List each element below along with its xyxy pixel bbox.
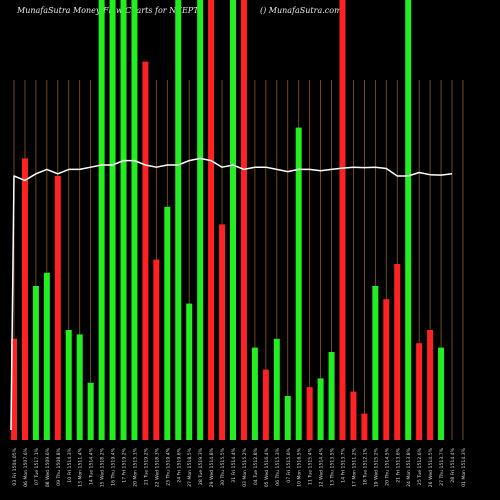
money-flow-bar <box>251 347 258 440</box>
x-tick-label: 13 Mon 1511.4% <box>78 447 84 487</box>
money-flow-bar <box>427 330 434 440</box>
money-flow-bar <box>87 382 94 440</box>
money-flow-bar <box>284 396 291 440</box>
money-flow-bar <box>43 272 50 440</box>
price-line <box>10 157 453 431</box>
money-flow-bar <box>65 330 72 440</box>
money-flow-bar <box>339 0 346 440</box>
money-flow-bar <box>142 61 149 440</box>
money-flow-bar <box>164 206 171 440</box>
chart-header-title: MunafaSutra Money Flow Charts for NEEPT <box>17 6 199 15</box>
x-tick-label: 23 Thu 1519.4% <box>165 447 171 485</box>
x-tick-label: 26 Wed 1514.5% <box>428 447 434 487</box>
x-tick-label: 10 Mon 1516.5% <box>297 447 303 487</box>
money-flow-bar <box>32 286 39 440</box>
x-tick-label: 08 Wed 1509.6% <box>45 447 51 487</box>
money-flow-bar <box>273 338 280 440</box>
x-tick-label: 20 Mon 1515.1% <box>132 447 138 487</box>
money-flow-bar <box>76 334 83 440</box>
x-tick-label: 03 Mon 1515.2% <box>242 447 248 487</box>
x-tick-label: 30 Thu 1515.5% <box>220 447 226 485</box>
x-tick-label: 28 Fri 1514.4% <box>450 447 456 482</box>
x-tick-label: 04 Tue 1512.8% <box>253 447 259 485</box>
x-tick-label: 27 Mon 1518.5% <box>187 447 193 487</box>
x-tick-label: 11 Tue 1515.4% <box>308 447 314 485</box>
line-layer <box>10 157 453 431</box>
money-flow-bar <box>230 0 236 440</box>
money-flow-bar <box>11 338 17 440</box>
money-flow-bar <box>361 413 368 440</box>
money-flow-bar <box>120 0 127 440</box>
x-tick-label: 22 Wed 1518.3% <box>154 447 160 487</box>
x-tick-label: 21 Fri 1513.6% <box>395 447 401 482</box>
x-tick-label: 13 Thu 1513.5% <box>330 447 336 485</box>
money-flow-bar <box>383 299 390 440</box>
x-tick-label: 28 Tue 1519.3% <box>198 447 204 485</box>
money-flow-bar <box>405 0 412 440</box>
money-flow-bar <box>416 343 423 440</box>
x-tick-label: 27 Thu 1513.7% <box>439 447 445 485</box>
money-flow-bar <box>394 264 401 440</box>
money-flow-bar <box>153 259 160 440</box>
x-tick-label: 19 Wed 1515.2% <box>373 447 379 487</box>
x-tick-label: 17 Fri 1519.2% <box>122 447 128 482</box>
x-tick-label: 10 Fri 1514.3% <box>67 447 73 482</box>
x-tick-label: 06 Thu 1515.3% <box>275 447 281 485</box>
x-tick-label: 21 Tue 1519.2% <box>143 447 149 485</box>
x-tick-label: 17 Mon 1511.2% <box>351 447 357 487</box>
x-tick-label: 09 Thu 1508.8% <box>56 447 62 485</box>
x-tick-label: 29 Wed 1514.8% <box>209 447 215 487</box>
x-tick-label: 03 Fri 1504.05% <box>12 447 18 485</box>
x-tick-label: 20 Thu 1514.5% <box>384 447 390 485</box>
money-flow-bar <box>131 0 138 440</box>
x-tick-label: 15 Wed 1518.2% <box>100 447 106 487</box>
money-flow-bar <box>438 347 445 440</box>
money-flow-bar <box>197 0 204 440</box>
x-tick-label: 24 Fri 1519.6% <box>176 447 182 482</box>
money-flow-bar <box>317 378 324 440</box>
money-flow-bar <box>186 303 193 440</box>
money-flow-bar <box>208 0 215 440</box>
label-layer: 03 Fri 1504.05% 06 Mon 1507.6% 07 Tue 1517… <box>12 447 467 487</box>
x-tick-label: 06 Mon 1507.6% <box>23 447 29 487</box>
x-tick-label: 16 Thu 1519.4% <box>111 447 117 485</box>
x-tick-label: 25 Tue 1512.6% <box>417 447 423 485</box>
money-flow-bar <box>306 387 313 440</box>
x-tick-label: 05 Wed 1516.4% <box>264 447 270 487</box>
money-flow-bar <box>109 0 116 440</box>
money-flow-bar <box>54 176 61 440</box>
x-tick-label: 14 Fri 1513.7% <box>341 447 347 482</box>
x-tick-label: 14 Tue 1514.4% <box>89 447 95 485</box>
money-flow-bar <box>328 352 335 440</box>
x-tick-label: 12 Wed 1514.4% <box>319 447 325 487</box>
money-flow-bar <box>295 127 302 440</box>
money-flow-bar <box>219 224 226 440</box>
bar-layer <box>11 0 445 440</box>
money-flow-bar <box>240 0 247 440</box>
x-tick-label: 24 Mon 1513.8% <box>406 447 412 487</box>
money-flow-bar <box>350 391 357 440</box>
money-flow-bar <box>21 158 28 440</box>
money-flow-bar <box>372 286 379 440</box>
x-tick-label: 07 Tue 1517.1% <box>34 447 40 485</box>
x-tick-label: 01 Mon 1514.3% <box>461 447 467 487</box>
money-flow-bar <box>175 0 182 440</box>
money-flow-bar <box>262 369 269 440</box>
x-tick-label: 07 Fri 1515.6% <box>286 447 292 482</box>
money-flow-bar <box>98 0 105 440</box>
chart-header-source: () MunafaSutra.com <box>260 6 342 15</box>
x-tick-label: 31 Fri 1514.4% <box>231 447 237 482</box>
x-tick-label: 18 Tue 1512.1% <box>362 447 368 485</box>
